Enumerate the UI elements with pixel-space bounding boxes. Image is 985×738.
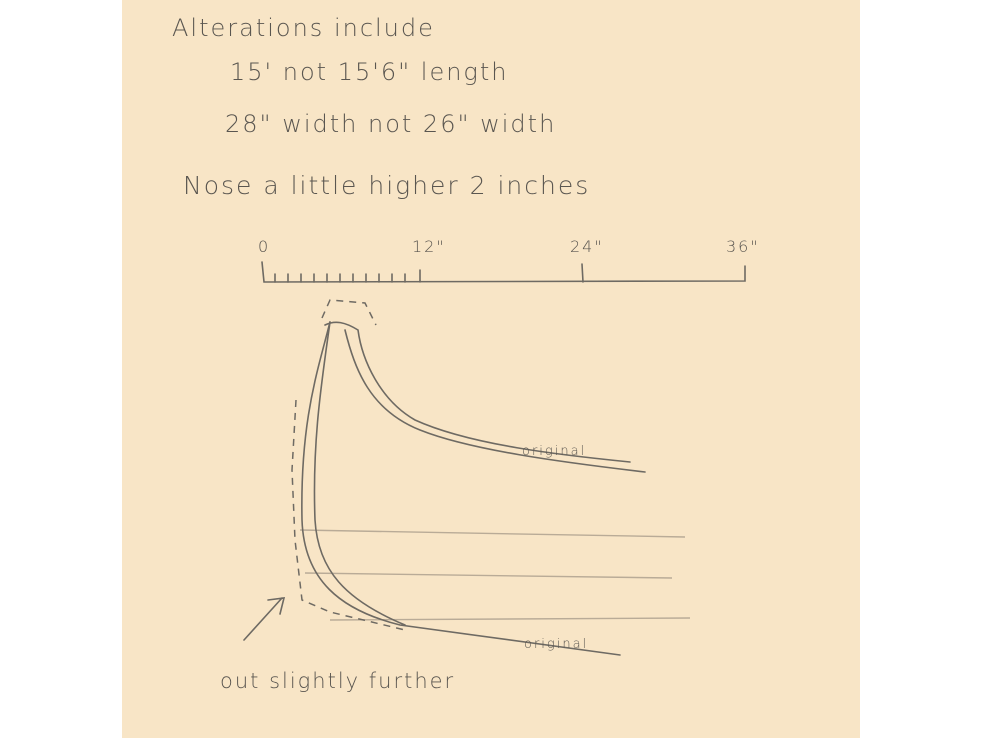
nose-note: Nose a little higher 2 inches: [183, 171, 590, 200]
note-line: 15' not 15'6" length: [230, 58, 508, 86]
hull-drawing: original original out slightly further: [220, 299, 691, 693]
arrow-note: out slightly further: [220, 669, 455, 693]
paper: [122, 0, 860, 738]
ruler-label: 0: [258, 237, 270, 256]
original-label: original: [522, 444, 586, 459]
ruler-label: 36": [726, 237, 760, 256]
notes-title: Alterations include: [172, 14, 435, 42]
note-line: 28" width not 26" width: [225, 110, 556, 138]
ruler-label: 12": [412, 237, 446, 256]
original-label: original: [524, 637, 588, 652]
ruler: 0 12" 24" 36": [258, 237, 760, 283]
ruler-label: 24": [570, 237, 604, 256]
